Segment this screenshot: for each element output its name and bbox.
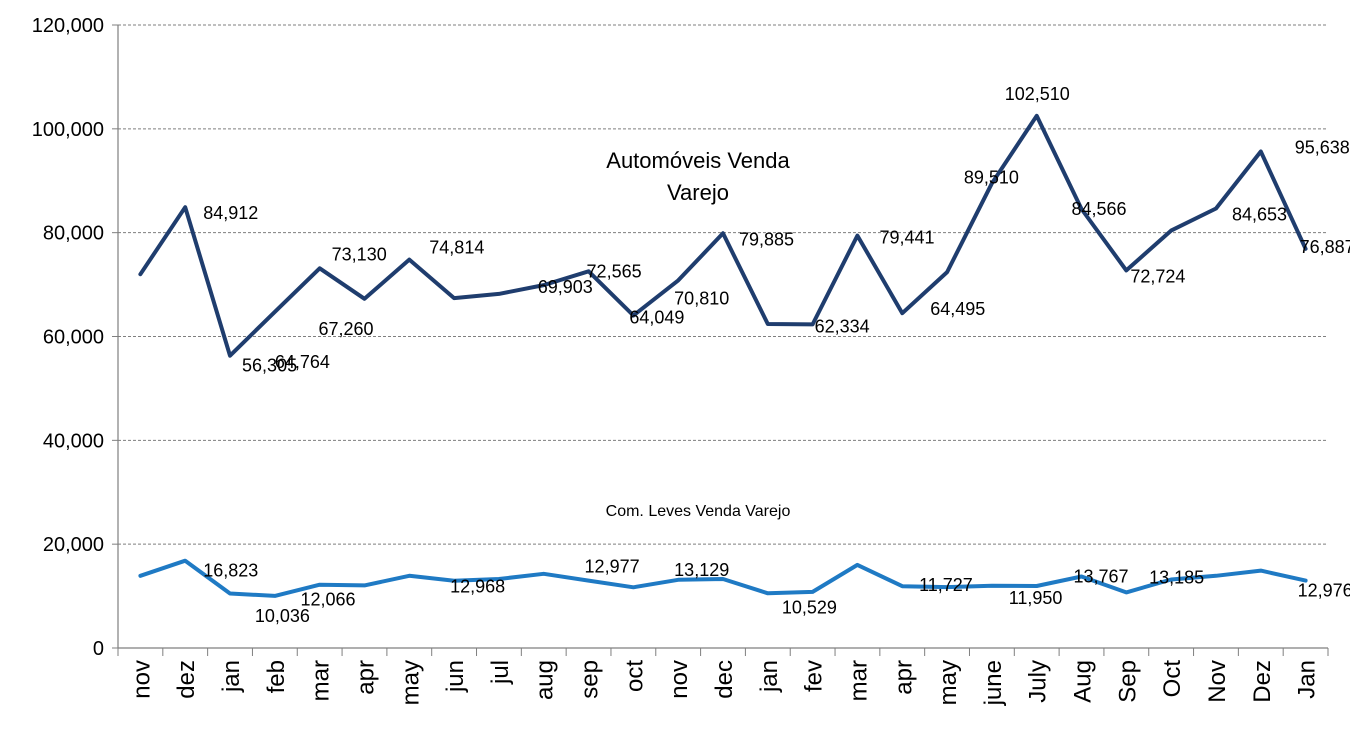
x-tick-label: dez bbox=[173, 660, 200, 699]
y-tick-label: 40,000 bbox=[43, 430, 104, 452]
data-label: 12,968 bbox=[450, 577, 505, 597]
data-label: 13,185 bbox=[1149, 568, 1204, 588]
data-label: 72,565 bbox=[587, 261, 642, 281]
x-tick-label: Dez bbox=[1249, 660, 1276, 703]
data-label: 76,887 bbox=[1300, 237, 1350, 257]
y-axis: 0 20,000 40,000 60,000 80,000 100,000 120,000 bbox=[32, 15, 119, 660]
y-tick-label: 20,000 bbox=[43, 534, 104, 556]
x-tick-label: june bbox=[980, 660, 1007, 706]
x-tick-label: may bbox=[935, 660, 962, 705]
data-label: 89,510 bbox=[964, 167, 1019, 187]
x-tick-label: apr bbox=[352, 660, 379, 695]
x-tick-label: nov bbox=[666, 660, 693, 699]
series-line bbox=[138, 113, 1308, 358]
data-label: 95,638 bbox=[1295, 137, 1350, 157]
x-tick-label: fev bbox=[801, 660, 828, 692]
data-label: 13,129 bbox=[674, 560, 729, 580]
series-lines bbox=[138, 113, 1308, 598]
data-label: 10,036 bbox=[255, 606, 310, 626]
x-tick-label: may bbox=[397, 660, 424, 705]
y-tick-label: 100,000 bbox=[32, 119, 104, 141]
y-tick-label: 120,000 bbox=[32, 15, 104, 37]
data-label: 70,810 bbox=[674, 288, 729, 308]
data-label: 84,566 bbox=[1072, 199, 1127, 219]
series-name-com-leves: Com. Leves Venda Varejo bbox=[606, 503, 791, 520]
x-tick-label: Jan bbox=[1294, 660, 1321, 699]
data-label: 10,529 bbox=[782, 597, 837, 617]
x-tick-label: feb bbox=[263, 660, 290, 693]
y-tick-label: 60,000 bbox=[43, 327, 104, 349]
data-label: 73,130 bbox=[332, 244, 387, 264]
data-label: 74,814 bbox=[429, 238, 484, 258]
data-label: 67,260 bbox=[318, 319, 373, 339]
x-tick-label: mar bbox=[308, 660, 335, 701]
x-tick-label: dec bbox=[711, 660, 738, 699]
y-tick-label: 0 bbox=[93, 638, 104, 660]
data-label: 16,823 bbox=[203, 561, 258, 581]
series-names: Automóveis Venda Varejo Com. Leves Venda V… bbox=[606, 148, 791, 520]
data-label: 64,764 bbox=[275, 352, 330, 372]
x-tick-label: jan bbox=[218, 660, 245, 693]
series-line bbox=[138, 558, 1308, 598]
x-tick-label: Aug bbox=[1070, 660, 1097, 703]
x-tick-label: nov bbox=[128, 660, 155, 699]
data-label: 11,727 bbox=[919, 575, 973, 595]
data-label: 79,885 bbox=[739, 229, 794, 249]
x-tick-label: sep bbox=[577, 660, 604, 699]
x-tick-label: July bbox=[1025, 660, 1052, 703]
data-label: 84,653 bbox=[1232, 205, 1287, 225]
data-label: 64,495 bbox=[930, 299, 985, 319]
series-name-line: Varejo bbox=[667, 180, 729, 205]
data-label: 56,305 bbox=[242, 356, 297, 376]
x-tick-label: mar bbox=[845, 660, 872, 701]
data-label: 79,441 bbox=[879, 228, 934, 248]
x-tick-label: oct bbox=[621, 660, 648, 692]
x-tick-label: apr bbox=[890, 660, 917, 695]
data-label: 102,510 bbox=[1005, 84, 1070, 104]
x-tick-label: jan bbox=[756, 660, 783, 693]
data-label: 84,912 bbox=[203, 203, 258, 223]
data-label: 13,767 bbox=[1074, 567, 1129, 587]
data-label: 12,976 bbox=[1298, 581, 1350, 601]
x-tick-label: Nov bbox=[1204, 660, 1231, 703]
series-name-line: Automóveis Venda bbox=[606, 148, 790, 173]
x-tick-label: aug bbox=[532, 660, 559, 700]
x-tick-label: jun bbox=[442, 660, 469, 693]
data-label: 69,903 bbox=[538, 277, 593, 297]
data-label: 12,977 bbox=[585, 557, 640, 577]
x-axis: nov dez jan feb mar apr may jun jul aug sep oct nov d… bbox=[117, 647, 1329, 706]
y-tick-label: 80,000 bbox=[43, 223, 104, 245]
data-label: 72,724 bbox=[1130, 266, 1185, 286]
x-tick-label: jul bbox=[487, 660, 514, 685]
data-label: 62,334 bbox=[815, 316, 870, 336]
series-name-automoveis: Automóveis Venda Varejo bbox=[606, 148, 790, 205]
data-label: 64,049 bbox=[629, 307, 684, 327]
x-tick-label: Sep bbox=[1114, 660, 1141, 703]
data-label: 12,066 bbox=[300, 589, 355, 609]
data-label: 11,950 bbox=[1009, 588, 1063, 608]
x-tick-label: Oct bbox=[1159, 660, 1186, 698]
